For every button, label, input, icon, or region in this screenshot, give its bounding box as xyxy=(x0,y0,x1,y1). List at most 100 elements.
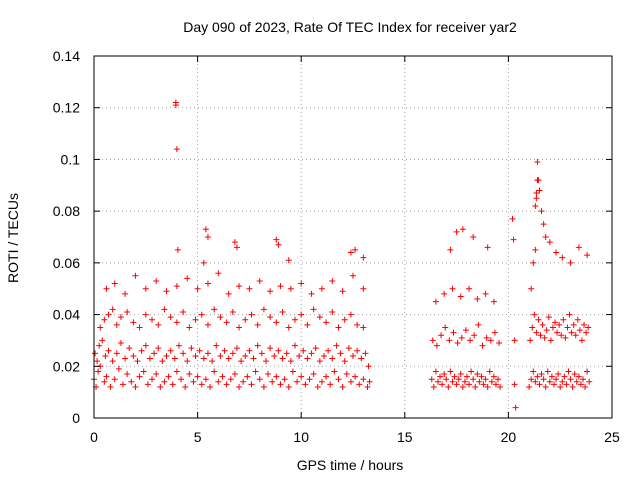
data-point xyxy=(466,285,473,292)
data-point xyxy=(117,314,124,321)
data-point xyxy=(318,285,325,292)
y-tick-label: 0.04 xyxy=(53,307,80,323)
data-point xyxy=(194,373,201,380)
data-point xyxy=(111,376,118,383)
data-point xyxy=(246,285,253,292)
data-point xyxy=(335,324,342,331)
data-point xyxy=(356,381,363,388)
data-point xyxy=(350,352,356,359)
data-point xyxy=(347,378,354,385)
data-point xyxy=(532,378,539,385)
data-point xyxy=(136,324,143,331)
data-point xyxy=(536,187,543,194)
data-point xyxy=(97,324,104,331)
x-tick-label: 20 xyxy=(501,429,517,445)
data-point xyxy=(130,319,137,326)
data-point xyxy=(312,345,319,352)
data-point xyxy=(217,352,224,359)
data-point xyxy=(362,350,369,357)
data-point xyxy=(454,340,461,347)
data-point xyxy=(528,285,535,292)
data-point xyxy=(479,342,486,349)
data-point xyxy=(572,332,579,339)
data-point xyxy=(153,277,160,284)
data-point xyxy=(567,259,574,266)
data-point xyxy=(291,316,298,323)
data-point xyxy=(225,290,232,297)
data-point xyxy=(487,337,494,344)
data-point xyxy=(256,376,263,383)
data-point xyxy=(537,332,544,339)
data-point xyxy=(428,376,435,383)
data-point xyxy=(275,241,282,248)
data-point xyxy=(184,358,191,365)
data-point xyxy=(347,249,354,256)
data-point xyxy=(560,316,567,323)
data-point xyxy=(476,378,483,385)
data-point xyxy=(310,371,317,378)
data-point xyxy=(450,329,457,336)
data-point xyxy=(323,319,330,326)
data-point xyxy=(333,342,340,349)
data-point xyxy=(279,308,286,315)
data-point xyxy=(109,306,116,313)
data-point xyxy=(221,347,228,354)
data-point xyxy=(157,383,164,390)
data-point xyxy=(470,376,477,383)
data-point xyxy=(441,371,448,378)
data-point xyxy=(134,358,141,365)
data-point xyxy=(95,368,102,375)
data-point xyxy=(236,283,243,290)
data-point xyxy=(258,350,265,357)
data-point xyxy=(302,381,309,388)
data-point xyxy=(554,329,561,336)
data-point xyxy=(511,337,518,344)
data-point xyxy=(113,321,120,328)
data-point xyxy=(151,350,158,357)
data-point xyxy=(192,316,199,323)
data-point xyxy=(445,383,452,390)
data-point xyxy=(92,350,99,357)
data-point xyxy=(484,383,491,390)
y-tick-labels: 0 0.02 0.04 0.06 0.08 0.1 0.12 0.14 xyxy=(53,48,80,426)
data-point xyxy=(559,378,566,385)
grid-lines xyxy=(94,56,612,418)
data-point xyxy=(248,381,255,388)
data-point xyxy=(528,376,535,383)
data-point xyxy=(173,319,180,326)
data-point xyxy=(277,381,284,388)
data-point xyxy=(557,383,564,390)
data-point xyxy=(478,373,485,380)
data-point xyxy=(142,342,149,349)
data-point xyxy=(532,202,539,209)
data-point xyxy=(510,236,517,243)
data-point xyxy=(526,383,533,390)
data-point xyxy=(298,280,305,287)
data-point xyxy=(455,376,462,383)
data-point xyxy=(128,378,135,385)
data-point xyxy=(546,239,553,246)
data-point xyxy=(354,321,361,328)
data-point xyxy=(287,358,294,365)
data-point xyxy=(577,381,584,388)
data-point xyxy=(565,368,572,375)
data-point xyxy=(242,352,249,359)
data-point xyxy=(140,368,147,375)
data-point xyxy=(329,355,336,362)
data-point xyxy=(298,311,305,318)
data-point xyxy=(470,234,477,240)
data-point xyxy=(566,311,573,318)
data-point xyxy=(281,376,288,383)
data-point xyxy=(229,350,236,357)
data-point xyxy=(194,285,201,292)
data-point xyxy=(182,383,189,390)
data-point xyxy=(343,371,350,378)
data-point xyxy=(198,311,205,318)
data-point xyxy=(254,342,261,349)
data-point xyxy=(105,311,112,318)
data-point xyxy=(316,314,323,321)
data-point xyxy=(248,311,255,318)
data-point xyxy=(314,383,321,390)
data-point xyxy=(209,358,216,365)
data-point xyxy=(144,381,151,388)
